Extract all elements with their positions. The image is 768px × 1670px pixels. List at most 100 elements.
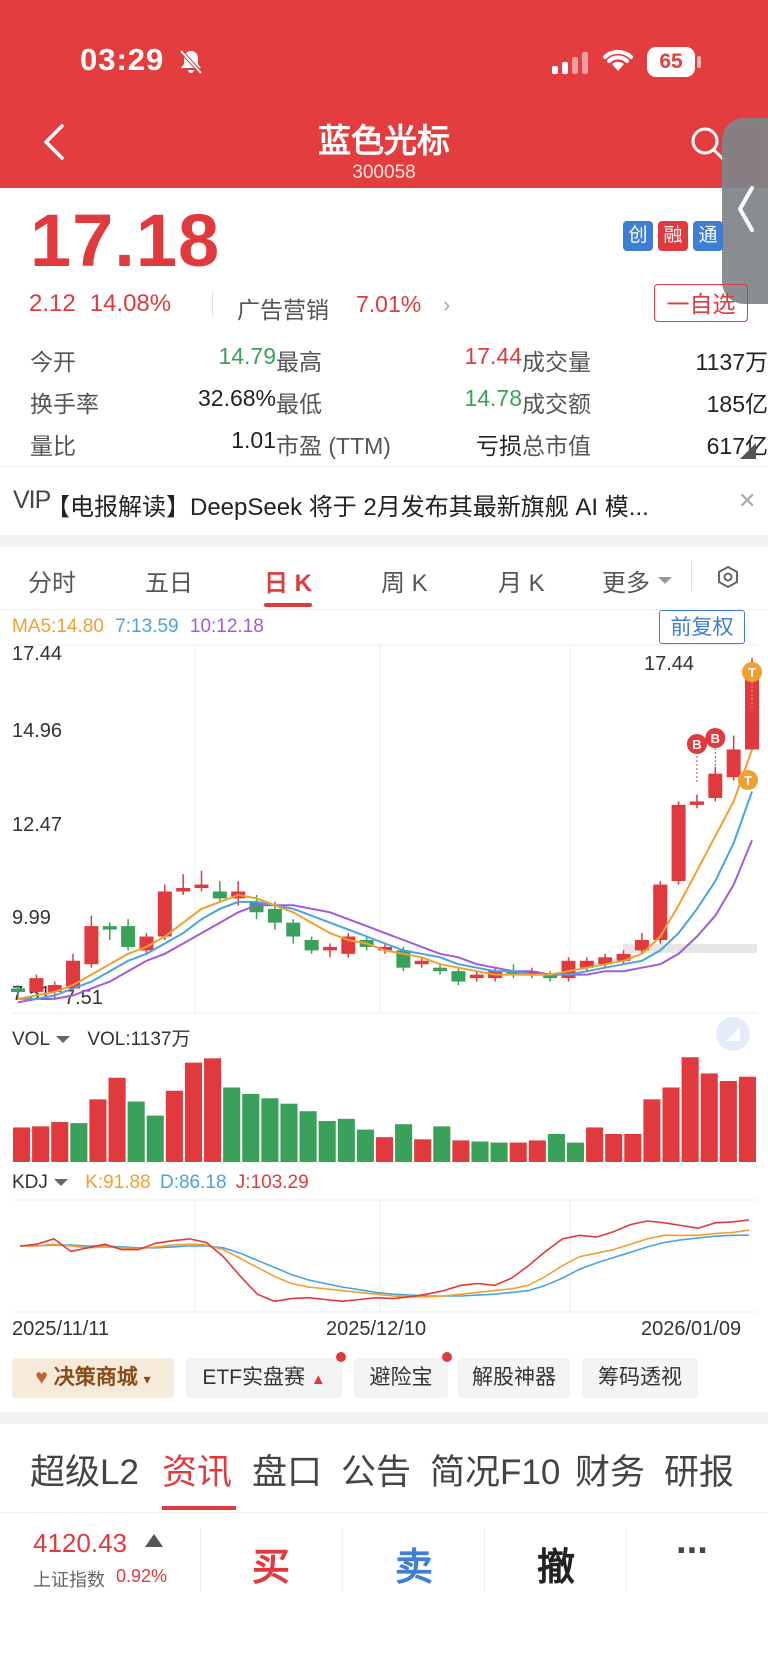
candle-body xyxy=(66,960,81,989)
volume-bar xyxy=(509,1142,527,1162)
volume-bar xyxy=(624,1133,642,1162)
current-price: 17.18 xyxy=(30,199,221,282)
volume-bar xyxy=(280,1103,298,1162)
volume-bar xyxy=(471,1141,489,1162)
tab-daily-k[interactable]: 日 K xyxy=(264,570,312,597)
stat-value-market-cap: 617亿 xyxy=(706,433,768,459)
badge-rong[interactable]: 融 xyxy=(658,221,688,251)
volume-bar xyxy=(108,1077,126,1162)
kdj-indicator-select[interactable]: KDJ xyxy=(12,1172,48,1193)
volume-bar xyxy=(414,1139,432,1162)
chip-etf-contest[interactable]: ETF实盘赛 ▲ xyxy=(186,1352,346,1398)
tab-weekly-k[interactable]: 周 K xyxy=(381,570,428,597)
news-banner[interactable] xyxy=(0,466,768,533)
chevron-right-icon[interactable]: › xyxy=(443,292,451,317)
stat-label: 量比 xyxy=(30,433,76,459)
settings-icon[interactable] xyxy=(716,565,740,589)
candle-body xyxy=(745,667,759,750)
candle-body xyxy=(653,884,668,940)
sector-name[interactable]: 广告营销 xyxy=(237,297,329,323)
add-watchlist-button[interactable]: 一自选 xyxy=(654,284,748,322)
tab-level2[interactable]: 超级L2 xyxy=(30,1453,139,1492)
active-tab-indicator xyxy=(264,603,312,607)
tab-orderbook[interactable]: 盘口 xyxy=(252,1453,323,1492)
divider xyxy=(342,1528,343,1592)
take-profit-marker-letter: T xyxy=(748,665,756,680)
divider xyxy=(200,1528,201,1592)
up-arrow-icon xyxy=(145,1534,163,1547)
tab-profile-f10[interactable]: 简况F10 xyxy=(430,1453,561,1492)
chevron-down-icon[interactable] xyxy=(658,577,672,584)
vol-indicator-select[interactable]: VOL xyxy=(12,1029,51,1050)
volume-bar xyxy=(13,1127,31,1162)
volume-bar xyxy=(337,1118,355,1162)
date-tick: 2026/01/09 xyxy=(641,1318,742,1340)
kdj-j-line xyxy=(19,1219,750,1303)
candle-body xyxy=(176,888,191,892)
badge-chuang[interactable]: 创 xyxy=(623,221,653,251)
tab-monthly-k[interactable]: 月 K xyxy=(498,570,545,597)
more-actions-button[interactable]: ··· xyxy=(676,1530,710,1572)
divider xyxy=(484,1528,485,1592)
tab-news[interactable]: 资讯 xyxy=(162,1453,233,1492)
back-icon[interactable] xyxy=(40,122,68,162)
chip-decision-mall[interactable]: ♥ 决策商城 ▾ xyxy=(12,1358,174,1398)
tab-five-day[interactable]: 五日 xyxy=(145,570,193,597)
badge-tong[interactable]: 通 xyxy=(693,221,723,251)
tab-more[interactable]: 更多 xyxy=(602,570,650,597)
kdj-d-value: D:86.18 xyxy=(159,1172,227,1193)
cancel-order-button[interactable]: 撤 xyxy=(537,1547,576,1589)
take-profit-marker xyxy=(742,662,762,682)
take-profit-marker-letter: T xyxy=(744,773,752,788)
buy-signal-marker xyxy=(686,734,707,754)
index-name[interactable]: 上证指数 xyxy=(33,1570,105,1590)
support-band xyxy=(623,944,757,953)
candle-body xyxy=(84,926,99,965)
stat-value-high: 17.44 xyxy=(464,343,522,369)
volume-bar xyxy=(32,1126,50,1162)
high-price-label: 17.44 xyxy=(644,653,694,675)
index-value[interactable]: 4120.43 xyxy=(33,1528,127,1558)
section-gap xyxy=(0,535,768,547)
ma10-line xyxy=(17,839,753,1004)
side-drawer-tab[interactable] xyxy=(722,118,768,304)
stat-value-pe: 亏损 xyxy=(476,433,522,459)
stat-label: 今开 xyxy=(30,349,76,375)
news-headline[interactable]: 【电报解读】DeepSeek 将于 2月发布其最新旗舰 AI 模... xyxy=(46,494,649,521)
kdj-k-value: K:91.88 xyxy=(85,1172,151,1193)
stat-label: 最高 xyxy=(276,349,322,375)
sector-change[interactable]: 7.01% xyxy=(356,291,422,317)
stock-code: 300058 xyxy=(352,162,416,183)
volume-bar xyxy=(204,1058,222,1162)
chevron-down-icon: ▾ xyxy=(143,1371,151,1387)
divider xyxy=(0,1512,768,1513)
price-tick-label: 12.47 xyxy=(12,814,62,836)
tab-announcements[interactable]: 公告 xyxy=(341,1453,412,1492)
chip-chip-distribution[interactable]: 筹码透视 xyxy=(582,1358,698,1398)
ma10-value: 10:12.18 xyxy=(189,616,264,637)
expand-stats-icon[interactable] xyxy=(740,443,756,459)
tab-research[interactable]: 研报 xyxy=(664,1453,735,1492)
candle-body xyxy=(726,749,741,778)
sell-button[interactable]: 卖 xyxy=(395,1547,434,1589)
volume-bar xyxy=(242,1093,260,1162)
tab-intraday[interactable]: 分时 xyxy=(28,570,76,597)
kdj-j-value: J:103.29 xyxy=(235,1172,309,1193)
chip-safe-haven[interactable]: 避险宝 xyxy=(354,1352,452,1398)
chip-label: ETF实盘赛 xyxy=(202,1366,305,1389)
tab-financials[interactable]: 财务 xyxy=(575,1453,646,1492)
chip-stock-tool[interactable]: 解股神器 xyxy=(458,1358,570,1398)
candle-body xyxy=(579,960,594,968)
volume-bar xyxy=(184,1062,203,1162)
candle-body xyxy=(469,974,484,979)
price-tick-label: 17.44 xyxy=(12,643,62,665)
ma5-value: MA5:14.80 xyxy=(12,616,104,637)
volume-bar xyxy=(165,1090,183,1162)
adjust-mode-button[interactable]: 前复权 xyxy=(659,610,745,644)
close-icon[interactable]: ✕ xyxy=(738,488,757,513)
kdj-legend: KDJ K:91.88 D:86.18 J:103.29 xyxy=(12,1172,309,1194)
buy-button[interactable]: 买 xyxy=(252,1547,291,1589)
ma7-value: 7:13.59 xyxy=(115,616,179,637)
search-icon[interactable] xyxy=(690,126,726,162)
